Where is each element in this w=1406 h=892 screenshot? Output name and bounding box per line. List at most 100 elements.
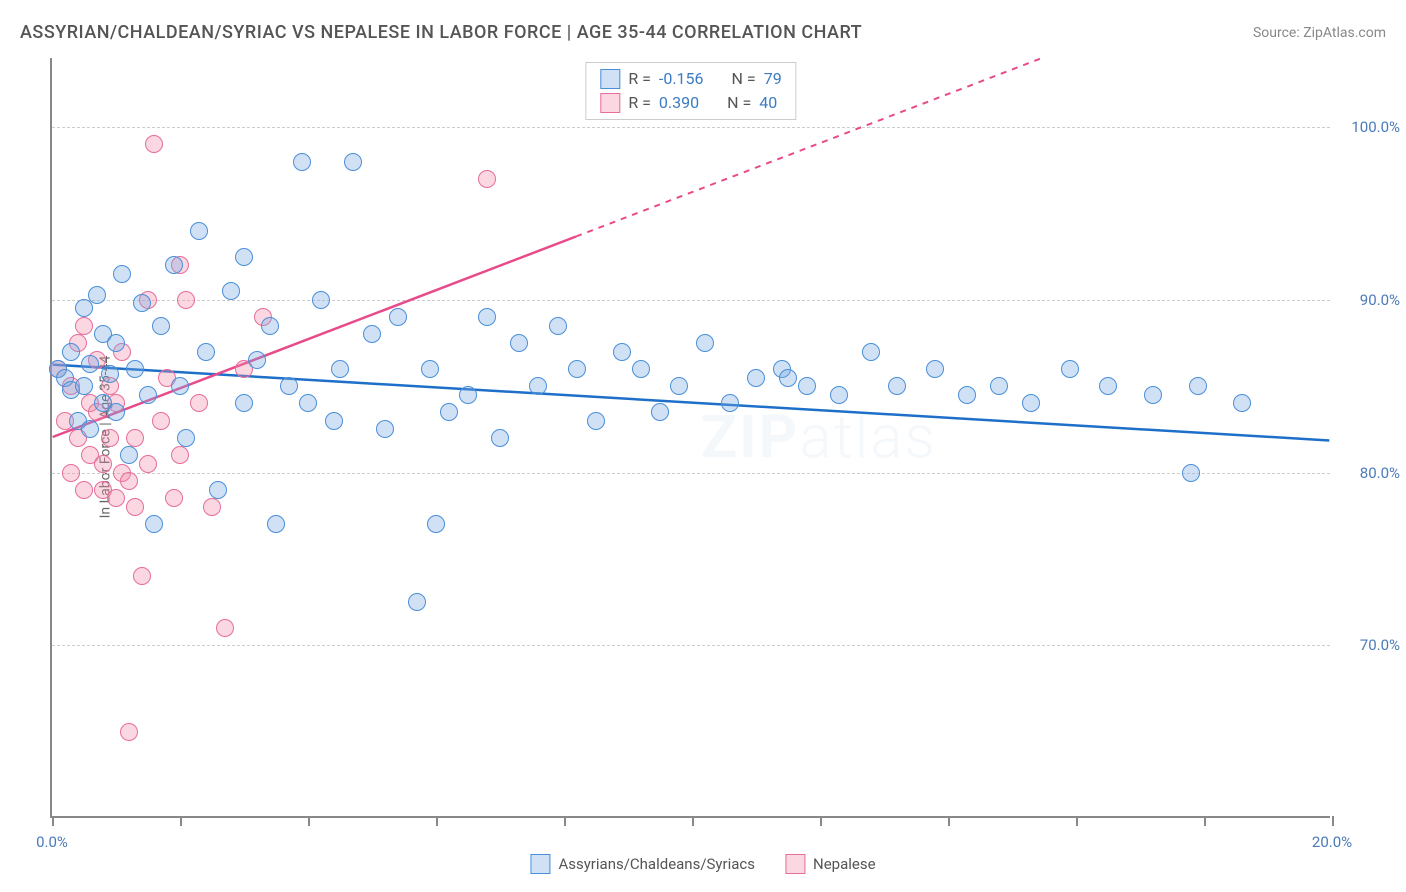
r-value-pink: 0.390 [659, 91, 699, 115]
stats-box: R = -0.156 N = 79 R = 0.390 N = 40 [585, 62, 796, 120]
bottom-legend: Assyrians/Chaldeans/Syriacs Nepalese [530, 854, 875, 874]
legend-item-blue: Assyrians/Chaldeans/Syriacs [530, 854, 755, 874]
scatter-point-blue [331, 360, 349, 378]
scatter-point-blue [696, 334, 714, 352]
scatter-point-blue [363, 325, 381, 343]
scatter-point-blue [632, 360, 650, 378]
n-label: N = [732, 67, 756, 91]
scatter-point-blue [830, 386, 848, 404]
r-label: R = [628, 91, 651, 115]
x-tick [1076, 816, 1078, 826]
scatter-point-blue [478, 308, 496, 326]
scatter-point-blue [862, 343, 880, 361]
scatter-point-blue [376, 420, 394, 438]
scatter-point-blue [190, 222, 208, 240]
scatter-point-pink [94, 455, 112, 473]
scatter-point-blue [1144, 386, 1162, 404]
scatter-point-pink [120, 723, 138, 741]
scatter-point-blue [62, 343, 80, 361]
scatter-point-blue [421, 360, 439, 378]
scatter-point-blue [107, 403, 125, 421]
scatter-point-blue [293, 153, 311, 171]
scatter-point-blue [261, 317, 279, 335]
scatter-point-pink [133, 567, 151, 585]
scatter-point-blue [81, 355, 99, 373]
gridline [52, 645, 1330, 646]
trendlines-layer [52, 58, 1330, 816]
scatter-point-blue [440, 403, 458, 421]
scatter-point-pink [120, 472, 138, 490]
scatter-point-blue [88, 286, 106, 304]
scatter-point-blue [1022, 394, 1040, 412]
chart-title: ASSYRIAN/CHALDEAN/SYRIAC VS NEPALESE IN … [20, 22, 862, 43]
scatter-point-pink [145, 135, 163, 153]
x-tick [692, 816, 694, 826]
scatter-point-pink [171, 446, 189, 464]
scatter-point-pink [216, 619, 234, 637]
x-tick [820, 816, 822, 826]
swatch-blue [600, 69, 620, 89]
x-tick [52, 816, 54, 826]
scatter-point-pink [126, 429, 144, 447]
stats-row-blue: R = -0.156 N = 79 [600, 67, 781, 91]
scatter-point-blue [126, 360, 144, 378]
y-tick-label: 90.0% [1340, 291, 1400, 309]
scatter-point-blue [299, 394, 317, 412]
scatter-point-pink [107, 489, 125, 507]
n-value-pink: 40 [759, 91, 777, 115]
x-tick [180, 816, 182, 826]
scatter-point-blue [888, 377, 906, 395]
scatter-point-blue [120, 446, 138, 464]
scatter-point-blue [779, 369, 797, 387]
scatter-point-blue [152, 317, 170, 335]
source-label: Source: ZipAtlas.com [1253, 25, 1386, 41]
scatter-point-blue [101, 365, 119, 383]
scatter-point-blue [325, 412, 343, 430]
scatter-point-blue [459, 386, 477, 404]
y-tick-label: 80.0% [1340, 464, 1400, 482]
scatter-point-pink [139, 455, 157, 473]
swatch-pink [600, 93, 620, 113]
scatter-point-blue [113, 265, 131, 283]
scatter-point-pink [478, 170, 496, 188]
scatter-point-blue [280, 377, 298, 395]
scatter-point-blue [926, 360, 944, 378]
x-tick [436, 816, 438, 826]
scatter-point-blue [651, 403, 669, 421]
stats-row-pink: R = 0.390 N = 40 [600, 91, 781, 115]
n-value-blue: 79 [764, 67, 782, 91]
x-tick-label: 20.0% [1312, 833, 1352, 851]
scatter-point-blue [267, 515, 285, 533]
scatter-point-blue [165, 256, 183, 274]
scatter-point-pink [190, 394, 208, 412]
scatter-point-blue [248, 351, 266, 369]
scatter-point-pink [62, 464, 80, 482]
gridline [52, 127, 1330, 128]
r-label: R = [628, 67, 651, 91]
scatter-point-blue [235, 394, 253, 412]
scatter-point-blue [427, 515, 445, 533]
scatter-point-blue [1182, 464, 1200, 482]
scatter-point-blue [1099, 377, 1117, 395]
scatter-point-blue [139, 386, 157, 404]
scatter-point-blue [613, 343, 631, 361]
scatter-point-blue [197, 343, 215, 361]
scatter-point-blue [670, 377, 688, 395]
scatter-point-blue [1061, 360, 1079, 378]
x-tick [948, 816, 950, 826]
scatter-point-blue [75, 299, 93, 317]
scatter-point-blue [177, 429, 195, 447]
scatter-point-blue [587, 412, 605, 430]
scatter-point-blue [958, 386, 976, 404]
scatter-point-pink [203, 498, 221, 516]
scatter-point-blue [133, 294, 151, 312]
scatter-point-blue [510, 334, 528, 352]
scatter-point-blue [81, 420, 99, 438]
scatter-point-blue [75, 377, 93, 395]
n-label: N = [727, 91, 751, 115]
scatter-point-pink [75, 481, 93, 499]
chart-plot-area: In Labor Force | Age 35-44 70.0%80.0%90.… [50, 58, 1330, 818]
scatter-point-blue [990, 377, 1008, 395]
scatter-point-pink [101, 429, 119, 447]
scatter-point-pink [177, 291, 195, 309]
